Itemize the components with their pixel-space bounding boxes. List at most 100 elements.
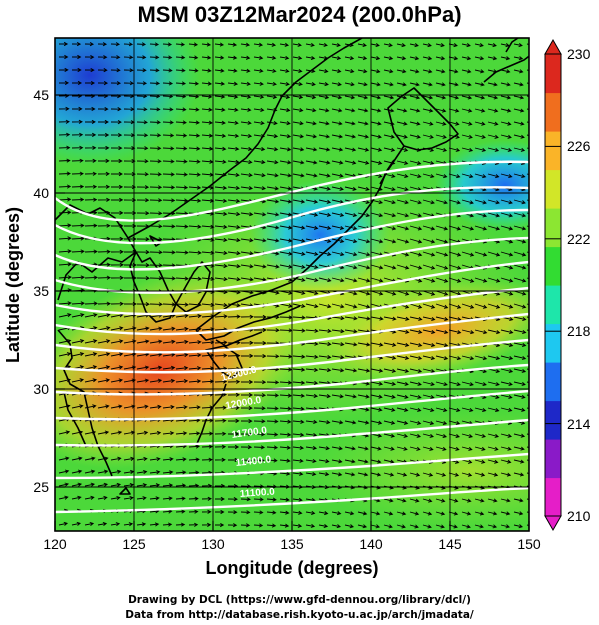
wind-arrow bbox=[97, 326, 111, 331]
wind-arrow bbox=[435, 147, 448, 152]
wind-arrow bbox=[149, 120, 161, 125]
wind-arrow bbox=[422, 56, 433, 61]
wind-arrow bbox=[448, 121, 460, 126]
wind-arrow bbox=[474, 251, 488, 257]
wind-arrow bbox=[71, 184, 85, 189]
wind-arrow bbox=[292, 523, 303, 528]
colorbar-bottom-arrow bbox=[544, 515, 562, 532]
y-tick-label: 45 bbox=[33, 87, 49, 103]
wind-arrow bbox=[370, 121, 382, 126]
wind-arrow bbox=[84, 339, 98, 344]
wind-arrow bbox=[253, 458, 265, 463]
wind-arrow bbox=[370, 108, 382, 113]
wind-arrow bbox=[344, 277, 358, 283]
wind-arrow bbox=[240, 340, 254, 345]
wind-arrow bbox=[84, 301, 98, 306]
wind-arrow bbox=[435, 446, 447, 451]
wind-arrow bbox=[227, 211, 241, 217]
wind-arrow bbox=[214, 68, 225, 73]
wind-arrow bbox=[370, 511, 381, 516]
wind-arrow bbox=[215, 509, 225, 515]
wind-arrow bbox=[58, 430, 71, 435]
wind-arrow bbox=[487, 121, 499, 126]
wind-arrow bbox=[279, 445, 292, 450]
wind-arrow bbox=[318, 368, 332, 373]
wind-arrow bbox=[292, 55, 303, 60]
wind-arrow bbox=[318, 199, 332, 204]
wind-arrow bbox=[162, 120, 174, 125]
wind-arrow bbox=[58, 249, 72, 254]
wind-arrow bbox=[396, 56, 407, 61]
wind-arrow bbox=[435, 316, 449, 322]
wind-arrow bbox=[292, 471, 304, 476]
wind-arrow bbox=[110, 365, 124, 370]
wind-arrow bbox=[201, 353, 215, 358]
wind-arrow bbox=[58, 262, 72, 267]
wind-arrow bbox=[357, 134, 370, 139]
wind-arrow bbox=[513, 511, 524, 516]
wind-arrow bbox=[305, 264, 319, 270]
wind-arrow bbox=[396, 368, 410, 373]
wind-arrow bbox=[383, 368, 397, 373]
wind-arrow bbox=[110, 197, 124, 202]
wind-arrow bbox=[370, 82, 381, 87]
wind-arrow bbox=[513, 498, 524, 503]
wind-arrow bbox=[266, 160, 279, 165]
wind-arrow bbox=[71, 469, 83, 474]
wind-arrow bbox=[422, 69, 433, 74]
wind-arrow bbox=[318, 95, 330, 100]
wind-arrow bbox=[58, 301, 72, 306]
wind-arrow bbox=[409, 173, 422, 179]
wind-arrow bbox=[266, 510, 277, 515]
wind-arrow bbox=[422, 316, 436, 322]
wind-arrow bbox=[331, 160, 344, 165]
wind-arrow bbox=[71, 249, 85, 254]
wind-arrow bbox=[123, 365, 137, 370]
colorbar-segment bbox=[545, 362, 561, 402]
colorbar-tick-label: 210 bbox=[567, 508, 591, 524]
wind-arrow bbox=[227, 238, 241, 243]
wind-arrow bbox=[71, 197, 85, 202]
wind-arrow bbox=[487, 199, 500, 205]
wind-arrow bbox=[461, 69, 472, 74]
wind-arrow bbox=[318, 523, 329, 529]
wind-arrow bbox=[500, 303, 514, 309]
wind-arrow bbox=[344, 251, 358, 257]
wind-arrow bbox=[188, 496, 199, 501]
wind-arrow bbox=[487, 446, 499, 451]
wind-arrow bbox=[370, 290, 384, 296]
wind-arrow bbox=[461, 95, 473, 100]
wind-arrow bbox=[123, 146, 136, 151]
wind-arrow bbox=[305, 303, 319, 309]
wind-arrow bbox=[318, 69, 329, 74]
wind-arrow bbox=[435, 498, 446, 503]
wind-arrow bbox=[58, 482, 70, 487]
wind-arrow bbox=[110, 339, 124, 344]
wind-arrow bbox=[409, 329, 423, 334]
wind-arrow bbox=[201, 340, 215, 345]
wind-arrow bbox=[500, 82, 511, 87]
wind-arrow bbox=[422, 290, 436, 296]
wind-arrow bbox=[331, 303, 345, 309]
wind-arrow bbox=[396, 407, 409, 412]
wind-vector-field bbox=[58, 41, 529, 529]
wind-arrow bbox=[396, 420, 409, 425]
wind-arrow bbox=[188, 146, 201, 151]
wind-arrow bbox=[97, 42, 108, 47]
wind-arrow bbox=[422, 199, 435, 205]
wind-arrow bbox=[461, 82, 472, 87]
wind-arrow bbox=[240, 353, 254, 358]
wind-arrow bbox=[162, 172, 175, 177]
wind-arrow bbox=[215, 496, 225, 502]
wind-arrow bbox=[175, 313, 189, 318]
wind-arrow bbox=[513, 95, 525, 100]
wind-arrow bbox=[266, 81, 277, 86]
wind-arrow bbox=[201, 68, 212, 73]
wind-arrow bbox=[214, 457, 226, 462]
wind-arrow bbox=[344, 368, 358, 373]
wind-arrow bbox=[149, 326, 163, 331]
wind-arrow bbox=[253, 393, 267, 398]
wind-arrow bbox=[396, 212, 410, 218]
wind-arrow bbox=[357, 160, 370, 165]
wind-arrow bbox=[175, 55, 186, 60]
